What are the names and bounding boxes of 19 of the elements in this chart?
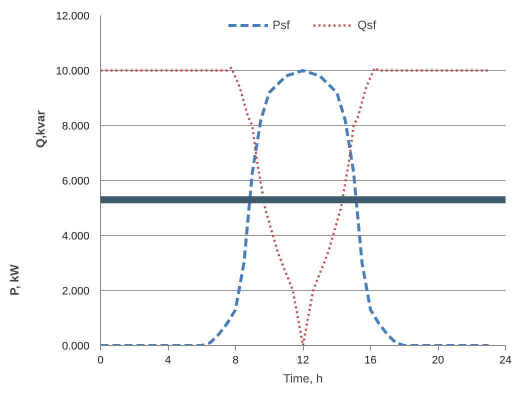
legend-label: Psf bbox=[272, 18, 291, 32]
y-axis-title: P, kW bbox=[8, 264, 22, 296]
y-tick-label: 2.000 bbox=[62, 286, 90, 298]
y-tick-label: 10.000 bbox=[56, 66, 90, 78]
legend-label: Qsf bbox=[358, 18, 378, 32]
x-tick-label: 12 bbox=[296, 354, 310, 366]
y-tick-label: 8.000 bbox=[62, 120, 90, 132]
x-tick-label: 24 bbox=[499, 354, 512, 366]
y-tick-label: 4.000 bbox=[62, 230, 90, 242]
x-tick-label: 4 bbox=[164, 354, 172, 366]
x-tick-label: 8 bbox=[232, 354, 239, 366]
y-tick-label: 6.000 bbox=[62, 176, 90, 188]
x-axis-title: Time, h bbox=[283, 372, 323, 386]
y-tick-label: 12.000 bbox=[56, 10, 90, 22]
text: Q,kvar bbox=[34, 110, 48, 148]
y-tick-label: 0.000 bbox=[62, 340, 90, 352]
x-tick-label: 16 bbox=[364, 354, 377, 366]
x-tick-label: 0 bbox=[97, 354, 104, 366]
x-tick-label: 20 bbox=[432, 354, 444, 366]
